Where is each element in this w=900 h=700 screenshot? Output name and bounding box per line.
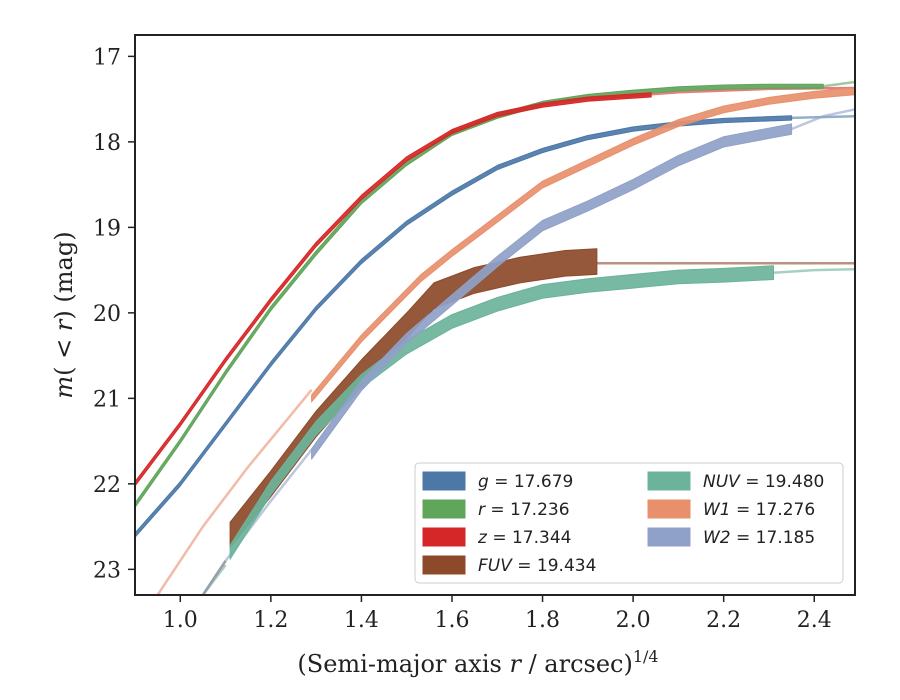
- x-axis-label-pre: (Semi-major axis: [297, 650, 509, 678]
- series-band-g: [135, 115, 793, 538]
- legend-swatch-nuv: [647, 471, 691, 491]
- legend-item-nuv: NUV = 19.480: [647, 471, 824, 492]
- y-axis-label-mid: ( <: [50, 331, 78, 376]
- y-tick-label: 21: [93, 387, 121, 412]
- y-tick-label: 19: [93, 216, 121, 241]
- model-curve-w2: [200, 448, 313, 595]
- x-axis-label: (Semi-major axis r / arcsec)1/4: [297, 647, 658, 678]
- legend: g = 17.679 r = 17.236 z = 17.344 FUV = 19.4…: [414, 462, 844, 584]
- x-axis-label-var: r: [509, 650, 522, 678]
- x-axis-label-sup: 1/4: [633, 647, 659, 666]
- y-axis-label-m: m: [50, 376, 78, 399]
- legend-swatch-fuv: [422, 555, 466, 575]
- legend-label-nuv: NUV = 19.480: [703, 472, 824, 492]
- legend-swatch-w2: [647, 527, 691, 547]
- plot-frame: [134, 34, 856, 596]
- x-tick-label: 1.8: [525, 608, 560, 633]
- model-curve-w1: [156, 389, 313, 595]
- model-curve-w2: [791, 108, 855, 131]
- y-tick-label: 18: [93, 131, 121, 156]
- legend-item-w1: W1 = 17.276: [647, 499, 815, 520]
- y-tick-label: 23: [93, 558, 121, 583]
- series-band-z: [135, 92, 652, 487]
- x-tick-label: 2.4: [797, 608, 832, 633]
- x-tick-label: 1.6: [434, 608, 469, 633]
- legend-item-r: r = 17.236: [422, 499, 570, 520]
- y-tick-label: 17: [93, 45, 121, 70]
- legend-label-fuv: FUV = 19.434: [478, 556, 596, 576]
- legend-label-g: g = 17.679: [478, 472, 573, 492]
- series-band-w1: [311, 87, 855, 403]
- legend-item-z: z = 17.344: [422, 527, 571, 548]
- legend-item-fuv: FUV = 19.434: [422, 555, 596, 576]
- x-tick-label: 1.4: [344, 608, 379, 633]
- legend-swatch-z: [422, 527, 466, 547]
- legend-swatch-w1: [647, 499, 691, 519]
- legend-item-w2: W2 = 17.185: [647, 527, 815, 548]
- legend-label-w2: W2 = 17.185: [703, 528, 815, 548]
- y-tick-label: 22: [93, 473, 121, 498]
- y-axis: 17 18 19 20 21 22 23: [93, 45, 135, 583]
- x-tick-label: 1.2: [253, 608, 288, 633]
- legend-label-r: r = 17.236: [478, 500, 570, 520]
- x-axis: 1.0 1.2 1.4 1.6 1.8 2.0 2.2 2.4: [163, 595, 832, 633]
- series-band-nuv: [229, 265, 774, 560]
- x-tick-label: 2.2: [706, 608, 741, 633]
- legend-item-g: g = 17.679: [422, 471, 573, 492]
- y-axis-label: m( < r) (mag): [50, 231, 78, 398]
- x-axis-label-post: / arcsec): [521, 650, 633, 678]
- series-band-w2: [311, 123, 793, 460]
- model-curve-r: [823, 80, 855, 88]
- legend-frame: [414, 462, 844, 584]
- model-curve-nuv: [201, 564, 227, 595]
- y-axis-label-post: ) (mag): [50, 231, 78, 319]
- legend-label-w1: W1 = 17.276: [703, 500, 815, 520]
- series-layer: [135, 80, 855, 595]
- legend-swatch-g: [422, 471, 466, 491]
- y-tick-label: 20: [93, 302, 121, 327]
- legend-swatch-r: [422, 499, 466, 519]
- legend-label-z: z = 17.344: [477, 528, 571, 548]
- y-axis-label-r: r: [50, 318, 78, 331]
- model-curve-nuv: [773, 268, 855, 274]
- x-tick-label: 2.0: [616, 608, 651, 633]
- legend-items: g = 17.679 r = 17.236 z = 17.344 FUV = 19.4…: [422, 471, 824, 576]
- x-tick-label: 1.0: [163, 608, 198, 633]
